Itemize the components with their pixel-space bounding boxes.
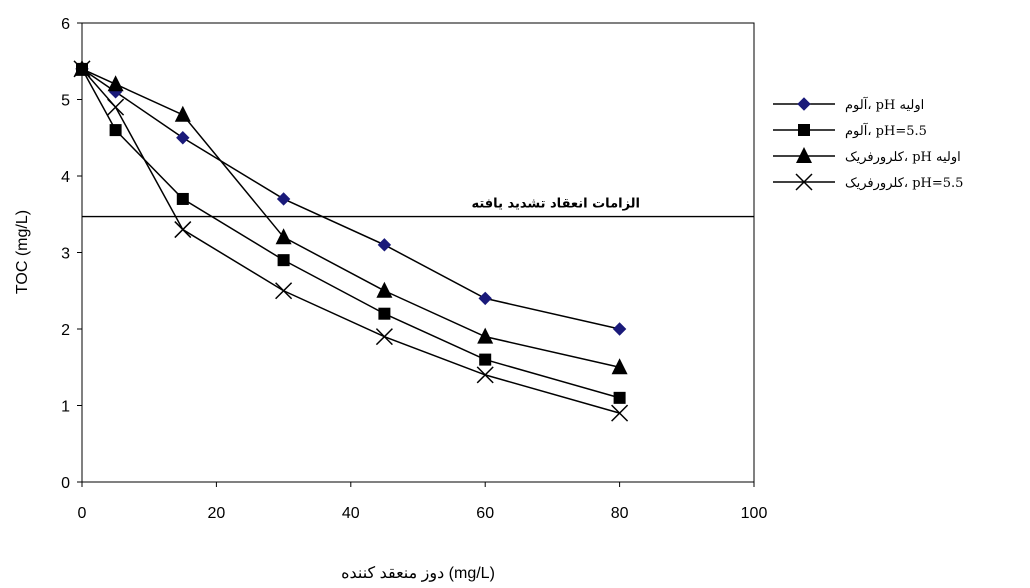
reference-line-label: الزامات انعقاد تشدید یافته [471,197,640,212]
y-tick-label: 3 [61,246,70,263]
legend-label: کلرورفریک، pH=5.5 [845,176,963,191]
data-point [796,147,812,163]
data-point [611,358,628,375]
data-point [176,192,189,205]
data-point [612,322,627,336]
legend: آلوم، pH اولیه آلوم، pH=5.5 کلرورفریک، pH … [773,96,963,191]
legend-label: آلوم، pH=5.5 [845,122,927,139]
y-axis-title: TOC (mg/L) [14,210,31,294]
series-group [73,59,629,422]
data-point [276,192,291,206]
data-point [795,173,813,191]
data-point [109,124,122,137]
data-point [377,238,392,252]
y-tick-label: 5 [61,93,70,110]
series-line [81,68,620,414]
data-point [611,404,629,422]
data-point [73,60,91,78]
legend-item: کلرورفریک، pH اولیه [773,147,961,165]
data-point [613,391,626,404]
data-point [275,228,292,245]
x-tick-label: 60 [476,505,494,522]
y-tick-label: 0 [61,475,70,492]
legend-label: کلرورفریک، pH اولیه [845,150,961,165]
x-tick-label: 20 [208,505,226,522]
data-point [798,124,810,136]
legend-item: آلوم، pH اولیه [773,96,924,113]
y-tick-label: 4 [61,169,70,186]
data-point [174,221,192,239]
data-point [477,327,494,344]
plot-frame [81,22,755,483]
x-axis-title: دوز منعقد کننده (mg/L) [341,565,495,582]
data-point [378,307,391,320]
data-point [478,291,492,306]
x-tick-label: 80 [611,505,629,522]
y-tick-label: 1 [61,399,70,416]
data-point [376,281,393,298]
data-point [107,75,124,92]
series-2 [76,62,626,404]
x-tick-label: 100 [741,505,768,522]
legend-item: کلرورفریک، pH=5.5 [773,173,963,191]
series-line [81,68,620,368]
data-point [174,105,191,122]
legend-label: آلوم، pH اولیه [845,96,924,113]
data-point [476,366,494,384]
data-point [797,97,811,111]
data-point [375,328,393,346]
data-point [107,98,125,116]
data-point [277,254,290,267]
y-tick-label: 6 [61,16,70,33]
data-point [176,131,190,145]
x-tick-label: 0 [78,505,87,522]
x-tick-label: 40 [342,505,360,522]
y-tick-label: 2 [61,322,70,339]
data-point [275,282,293,300]
legend-item: آلوم، pH=5.5 [773,122,927,139]
data-point [479,353,492,366]
series-4 [73,60,629,422]
plot-area: الزامات انعقاد تشدید یافته [81,22,755,483]
